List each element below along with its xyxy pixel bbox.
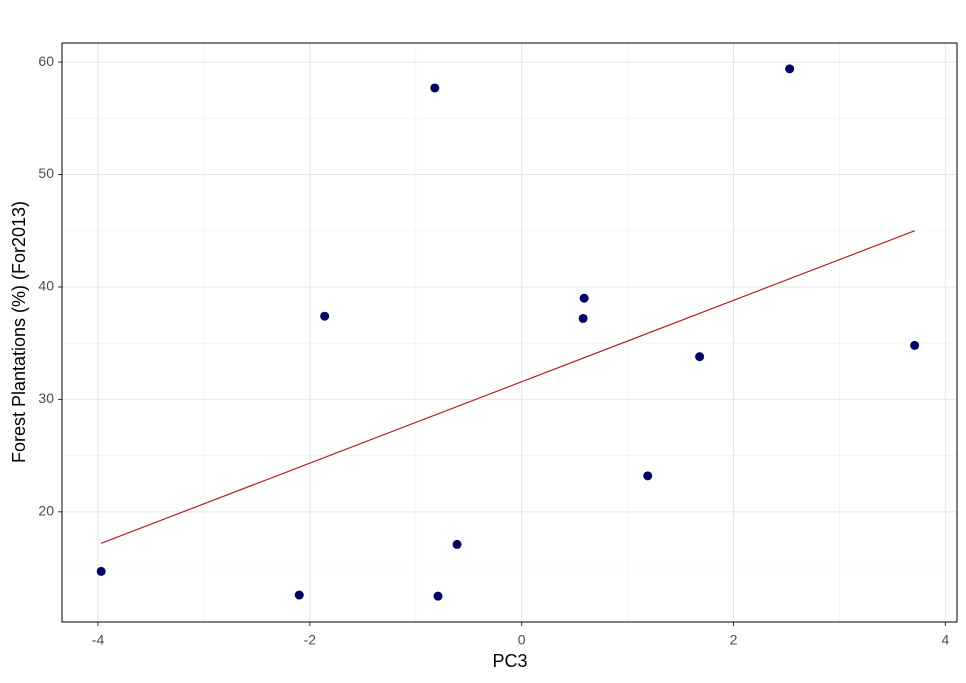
point (294, 590, 304, 600)
y-tick-label: 50 (38, 165, 54, 181)
point (433, 591, 443, 601)
point (785, 64, 795, 74)
y-tick-label: 30 (38, 390, 54, 406)
y-tick-label: 20 (38, 503, 54, 519)
point (430, 83, 440, 93)
point (96, 566, 106, 576)
x-tick-label: 2 (730, 632, 738, 648)
plot-border (61, 42, 958, 623)
point (320, 311, 330, 321)
y-tick-label: 60 (38, 53, 54, 69)
trend-line (100, 230, 915, 544)
x-tick-label: 4 (941, 632, 949, 648)
point (695, 352, 705, 362)
y-tick-label: 40 (38, 278, 54, 294)
y-axis-title: Forest Plantations (%) (For2013) (9, 201, 29, 463)
point (643, 471, 653, 481)
x-tick-label: -2 (304, 632, 317, 648)
point (910, 340, 920, 350)
x-tick-label: -4 (92, 632, 105, 648)
point (578, 313, 588, 323)
x-axis-title: PC3 (492, 651, 527, 671)
x-tick-label: 0 (518, 632, 526, 648)
point (452, 539, 462, 549)
point (579, 293, 589, 303)
